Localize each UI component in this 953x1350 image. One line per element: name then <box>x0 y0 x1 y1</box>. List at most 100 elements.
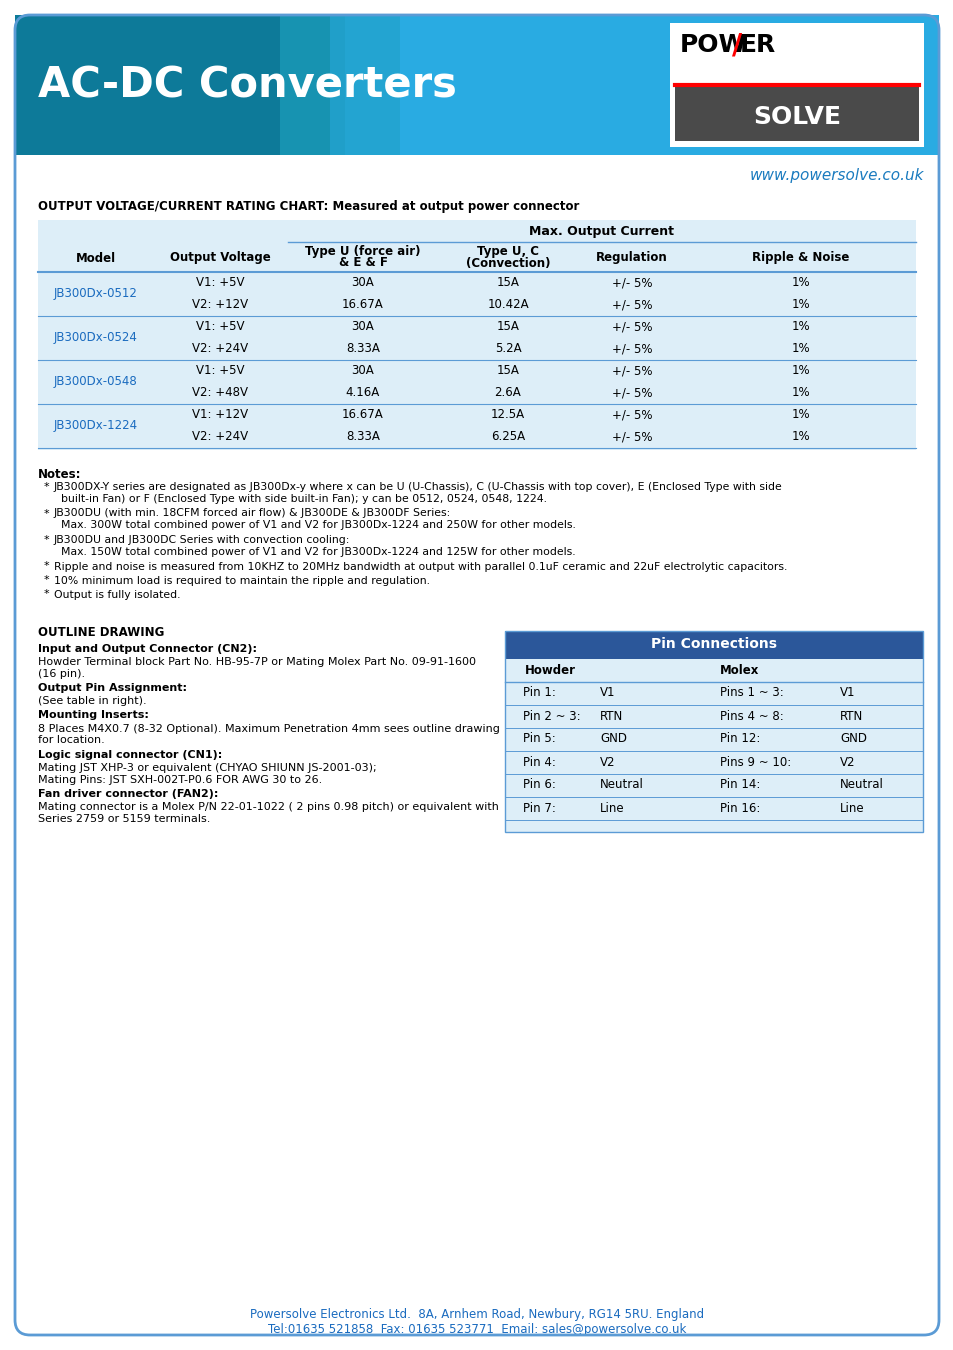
Text: 16.67A: 16.67A <box>342 298 383 312</box>
Text: Line: Line <box>599 802 624 814</box>
Text: V2: +24V: V2: +24V <box>193 431 249 444</box>
Text: www.powersolve.co.uk: www.powersolve.co.uk <box>749 167 923 184</box>
Text: Output Voltage: Output Voltage <box>170 251 271 265</box>
Text: *: * <box>44 535 50 545</box>
Text: Fan driver connector (FAN2):: Fan driver connector (FAN2): <box>38 788 218 799</box>
Text: 15A: 15A <box>497 320 518 333</box>
Text: Pins 4 ~ 8:: Pins 4 ~ 8: <box>720 710 783 722</box>
Text: Mating JST XHP-3 or equivalent (CHYAO SHIUNN JS-2001-03);
Mating Pins: JST SXH-0: Mating JST XHP-3 or equivalent (CHYAO SH… <box>38 763 376 784</box>
Text: 12.5A: 12.5A <box>491 409 524 421</box>
Text: V2: V2 <box>840 756 855 768</box>
Text: GND: GND <box>599 733 626 745</box>
Text: V1: +5V: V1: +5V <box>196 320 245 333</box>
Text: (See table in right).: (See table in right). <box>38 697 147 706</box>
Text: 8 Places M4X0.7 (8-32 Optional). Maximum Penetration 4mm sees outline drawing
fo: 8 Places M4X0.7 (8-32 Optional). Maximum… <box>38 724 499 745</box>
Bar <box>504 630 923 659</box>
Text: Output Pin Assignment:: Output Pin Assignment: <box>38 683 187 693</box>
Text: 5.2A: 5.2A <box>495 343 520 355</box>
Text: (Convection): (Convection) <box>465 256 550 270</box>
Text: *: * <box>44 562 50 571</box>
Text: Pin 1:: Pin 1: <box>522 687 556 699</box>
Text: Pin 4:: Pin 4: <box>522 756 556 768</box>
Text: AC-DC Converters: AC-DC Converters <box>38 63 456 107</box>
Text: Ripple & Noise: Ripple & Noise <box>752 251 849 265</box>
Text: OUTLINE DRAWING: OUTLINE DRAWING <box>38 625 164 639</box>
Text: *: * <box>44 590 50 599</box>
Text: 30A: 30A <box>352 320 374 333</box>
Text: V2: +24V: V2: +24V <box>193 343 249 355</box>
Text: V1: +5V: V1: +5V <box>196 364 245 378</box>
Text: JB300Dx-0524: JB300Dx-0524 <box>53 332 137 344</box>
Text: 1%: 1% <box>791 364 809 378</box>
Text: Howder: Howder <box>524 663 576 676</box>
Bar <box>330 15 410 155</box>
Text: JB300Dx-0512: JB300Dx-0512 <box>53 288 137 301</box>
Text: Logic signal connector (CN1):: Logic signal connector (CN1): <box>38 749 222 760</box>
Text: V1: +5V: V1: +5V <box>196 277 245 289</box>
Bar <box>504 682 923 832</box>
Text: Max. Output Current: Max. Output Current <box>529 225 674 239</box>
Text: Input and Output Connector (CN2):: Input and Output Connector (CN2): <box>38 644 256 653</box>
Text: 1%: 1% <box>791 277 809 289</box>
Bar <box>15 15 345 155</box>
Text: V1: V1 <box>840 687 855 699</box>
Text: 1%: 1% <box>791 431 809 444</box>
Text: Powersolve Electronics Ltd.  8A, Arnhem Road, Newbury, RG14 5RU. England: Powersolve Electronics Ltd. 8A, Arnhem R… <box>250 1308 703 1322</box>
Text: 30A: 30A <box>352 277 374 289</box>
Text: Type U, C: Type U, C <box>476 246 538 258</box>
Bar <box>669 23 923 147</box>
Text: 8.33A: 8.33A <box>346 431 379 444</box>
Text: V1: +12V: V1: +12V <box>193 409 249 421</box>
Text: Pin 7:: Pin 7: <box>522 802 556 814</box>
Text: Neutral: Neutral <box>840 779 882 791</box>
Text: +/- 5%: +/- 5% <box>611 431 652 444</box>
Bar <box>15 85 938 155</box>
Text: Mounting Inserts:: Mounting Inserts: <box>38 710 149 720</box>
Text: POW: POW <box>679 32 746 57</box>
Text: Mating connector is a Molex P/N 22-01-1022 ( 2 pins 0.98 pitch) or equivalent wi: Mating connector is a Molex P/N 22-01-10… <box>38 802 498 824</box>
Text: Output is fully isolated.: Output is fully isolated. <box>54 590 180 599</box>
Bar <box>15 15 938 155</box>
Text: Line: Line <box>840 802 863 814</box>
Bar <box>675 86 918 140</box>
Text: SOLVE: SOLVE <box>752 105 841 130</box>
Text: JB300Dx-0548: JB300Dx-0548 <box>53 375 137 389</box>
Text: V1: V1 <box>599 687 615 699</box>
Text: Regulation: Regulation <box>596 251 667 265</box>
Text: ER: ER <box>740 32 776 57</box>
Text: +/- 5%: +/- 5% <box>611 409 652 421</box>
Text: 16.67A: 16.67A <box>342 409 383 421</box>
Bar <box>15 15 435 155</box>
Text: JB300DU and JB300DC Series with convection cooling:
  Max. 150W total combined p: JB300DU and JB300DC Series with convecti… <box>54 535 575 556</box>
Text: 15A: 15A <box>497 364 518 378</box>
Text: Tel:01635 521858  Fax: 01635 523771  Email: sales@powersolve.co.uk: Tel:01635 521858 Fax: 01635 523771 Email… <box>268 1323 685 1336</box>
Text: Pins 9 ~ 10:: Pins 9 ~ 10: <box>720 756 790 768</box>
Text: 4.16A: 4.16A <box>346 386 379 400</box>
Text: Pin Connections: Pin Connections <box>650 637 776 652</box>
Text: +/- 5%: +/- 5% <box>611 343 652 355</box>
Bar <box>200 15 450 155</box>
Bar <box>15 55 938 155</box>
Text: +/- 5%: +/- 5% <box>611 364 652 378</box>
Text: V2: +48V: V2: +48V <box>193 386 248 400</box>
Text: JB300DU (with min. 18CFM forced air flow) & JB300DE & JB300DF Series:
  Max. 300: JB300DU (with min. 18CFM forced air flow… <box>54 509 576 531</box>
Bar <box>15 55 345 155</box>
Text: Pins 1 ~ 3:: Pins 1 ~ 3: <box>720 687 783 699</box>
Text: 10.42A: 10.42A <box>487 298 528 312</box>
Text: 8.33A: 8.33A <box>346 343 379 355</box>
Text: Pin 2 ~ 3:: Pin 2 ~ 3: <box>522 710 580 722</box>
Text: V2: +12V: V2: +12V <box>193 298 249 312</box>
Text: Pin 14:: Pin 14: <box>720 779 760 791</box>
Text: 15A: 15A <box>497 277 518 289</box>
Text: Howder Terminal block Part No. HB-95-7P or Mating Molex Part No. 09-91-1600
(16 : Howder Terminal block Part No. HB-95-7P … <box>38 657 476 679</box>
Text: +/- 5%: +/- 5% <box>611 386 652 400</box>
Text: Molex: Molex <box>720 663 759 676</box>
Bar <box>280 15 399 155</box>
Text: & E & F: & E & F <box>338 256 387 270</box>
Text: JB300Dx-1224: JB300Dx-1224 <box>53 420 137 432</box>
Text: +/- 5%: +/- 5% <box>611 320 652 333</box>
Text: Type U (force air): Type U (force air) <box>305 246 420 258</box>
Text: 10% minimum load is required to maintain the ripple and regulation.: 10% minimum load is required to maintain… <box>54 575 430 586</box>
Text: Notes:: Notes: <box>38 468 81 481</box>
Text: 1%: 1% <box>791 409 809 421</box>
